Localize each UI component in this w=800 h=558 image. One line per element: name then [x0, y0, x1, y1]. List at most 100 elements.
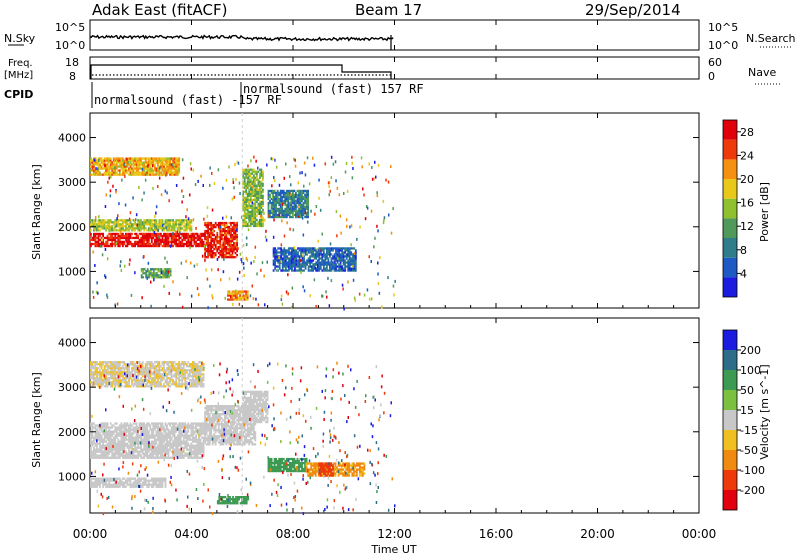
power-cell [229, 240, 231, 242]
velocity-cell [127, 457, 129, 459]
power-cell [182, 158, 184, 161]
power-cell [343, 269, 345, 271]
power-cell [95, 235, 97, 237]
power-cell [268, 208, 270, 210]
power-cell [281, 198, 283, 200]
power-cell [262, 201, 264, 203]
power-cell [233, 186, 235, 189]
power-cell [114, 227, 116, 229]
power-cell [248, 193, 250, 195]
power-cell [174, 227, 176, 229]
velocity-cell [235, 429, 237, 431]
cpid-label: CPID [4, 88, 33, 101]
power-cell [323, 253, 325, 255]
power-cell [107, 239, 109, 241]
power-cell [236, 254, 238, 256]
power-cell [159, 169, 161, 171]
power-cell [154, 165, 156, 167]
velocity-cell [221, 405, 223, 407]
power-cell [169, 223, 171, 225]
velocity-cell [229, 405, 231, 407]
velocity-cell [233, 423, 235, 425]
power-cell [246, 204, 248, 207]
velocity-cell [116, 430, 118, 432]
velocity-cell [152, 433, 154, 435]
power-cell [336, 234, 338, 237]
power-cell [288, 248, 290, 251]
velocity-cell [174, 433, 176, 435]
power-cell [253, 156, 255, 159]
velocity-cell [104, 439, 106, 441]
velocity-cell [133, 437, 135, 439]
power-cell [289, 204, 291, 206]
velocity-cell [136, 422, 138, 424]
power-cell [99, 165, 101, 167]
power-cell [248, 185, 250, 187]
power-cell [175, 231, 177, 234]
velocity-cell [180, 439, 182, 441]
power-cell [347, 281, 349, 284]
velocity-cell [229, 429, 231, 431]
velocity-cell [244, 427, 246, 429]
power-cell [254, 195, 256, 197]
power-cell [276, 166, 278, 169]
velocity-cell [210, 429, 212, 431]
velocity-cell [207, 413, 209, 415]
velocity-cell [235, 443, 237, 445]
power-cell [107, 257, 109, 260]
velocity-cell [242, 435, 244, 437]
power-cell [337, 253, 339, 255]
power-cell [235, 244, 237, 246]
power-cell [303, 249, 305, 251]
power-cell [122, 223, 124, 225]
velocity-cell [101, 449, 103, 451]
velocity-cell [209, 415, 211, 417]
power-cell [118, 202, 120, 205]
velocity-cell [140, 430, 142, 432]
power-cell [160, 159, 162, 161]
power-cell [152, 164, 154, 167]
velocity-cell [247, 425, 249, 427]
power-cell [163, 285, 165, 288]
velocity-cell [127, 424, 129, 426]
power-cell [304, 289, 306, 292]
power-cell [217, 268, 219, 271]
power-cell [276, 249, 278, 251]
power-cell [312, 269, 314, 271]
velocity-cell [241, 429, 243, 431]
power-cell [296, 257, 298, 259]
power-cell [113, 243, 115, 245]
power-cell [212, 246, 214, 248]
power-cell [245, 191, 247, 193]
power-cell [235, 256, 237, 258]
velocity-cell [221, 437, 223, 439]
velocity-cell [201, 443, 203, 445]
power-cell [93, 165, 95, 167]
power-cell [180, 219, 182, 221]
power-cell [334, 261, 336, 264]
power-cell [300, 202, 302, 204]
velocity-cell [209, 413, 211, 415]
power-cell [197, 233, 199, 235]
power-cell [178, 157, 180, 159]
power-cell [353, 247, 355, 249]
power-cell [143, 255, 145, 258]
power-cell [323, 251, 325, 253]
velocity-cell [180, 433, 182, 435]
velocity-cell [160, 447, 162, 449]
velocity-cell [140, 447, 142, 449]
power-cell [329, 269, 331, 271]
power-cell [213, 242, 215, 244]
velocity-cell [139, 428, 141, 430]
velocity-cell [127, 447, 129, 449]
power-cell [349, 255, 351, 257]
power-cell [215, 248, 217, 250]
power-cell [298, 213, 300, 216]
power-cell [127, 223, 129, 225]
power-cell [229, 234, 231, 236]
velocity-cell [244, 431, 246, 433]
power-cell [152, 187, 154, 190]
power-cell [124, 243, 126, 245]
power-cell [191, 295, 193, 298]
power-cell [242, 296, 244, 298]
